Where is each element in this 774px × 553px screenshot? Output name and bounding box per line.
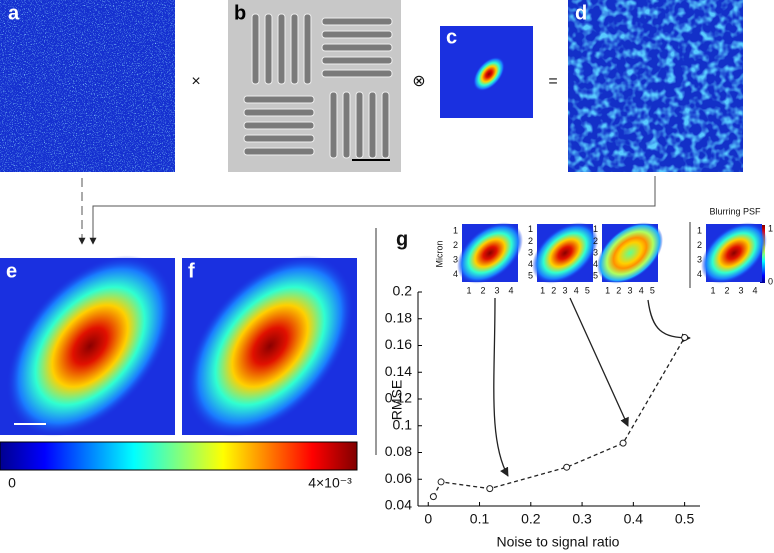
panel-b: b [228, 0, 401, 172]
inset-psf [457, 222, 523, 284]
inset-tick: 4 [453, 269, 458, 279]
data-point [619, 439, 627, 447]
inset-tick: 2 [724, 285, 729, 295]
inset-tick: 4 [697, 269, 702, 279]
inset-tick: 3 [697, 255, 702, 265]
inset-title: Blurring PSF [709, 206, 761, 216]
inset-tick: 1 [453, 226, 458, 236]
data-point [486, 485, 494, 493]
inset-tick: 1 [540, 285, 545, 295]
inset-tick: 1 [528, 224, 533, 234]
colorbar-tick: 0 [8, 475, 16, 491]
arrow [647, 299, 691, 343]
inset-tick: 5 [593, 271, 598, 281]
inset-tick: 2 [453, 240, 458, 250]
inset-tick: 4 [593, 259, 598, 269]
panel-a: a [0, 0, 175, 172]
inset-psf [532, 222, 598, 284]
x-axis-label: Noise to signal ratio [497, 534, 620, 550]
inset-ylabel: Micron [434, 240, 444, 267]
arrow [89, 176, 656, 245]
y-tick-label: 0.08 [385, 443, 412, 459]
y-tick-label: 0.12 [385, 390, 412, 406]
inset-psf [701, 222, 767, 284]
data-point [681, 333, 689, 341]
panel-e: e [0, 255, 175, 437]
y-tick-label: 0.14 [385, 363, 412, 379]
inset-tick: 3 [738, 285, 743, 295]
y-tick-label: 0.06 [385, 470, 412, 486]
inset-tick: 5 [585, 285, 590, 295]
inset-tick: 3 [593, 247, 598, 257]
gratings [243, 13, 393, 159]
inset-tick: 3 [528, 247, 533, 257]
inset-tick: 4 [574, 285, 579, 295]
colorbar-tick: 4×10⁻³ [308, 475, 352, 491]
inset-tick: 1 [466, 285, 471, 295]
inset-tick: 1 [697, 226, 702, 236]
x-tick-label: 0 [424, 511, 432, 527]
inset-tick: 2 [551, 285, 556, 295]
inset-tick: 1 [605, 285, 610, 295]
panel-d: d [568, 0, 743, 172]
inset-colorbar-tick: 0 [768, 276, 773, 286]
data-point [437, 478, 445, 486]
panel-c: c [440, 26, 533, 118]
y-tick-label: 0.1 [393, 416, 413, 432]
panel-label: e [6, 260, 17, 282]
inset-tick: 2 [593, 236, 598, 246]
arrow [493, 297, 509, 477]
arrow [569, 297, 629, 427]
x-tick-label: 0.2 [521, 511, 541, 527]
panel-label: g [396, 228, 408, 250]
image-noise [0, 0, 175, 172]
panel-f: f [182, 255, 357, 437]
y-tick-label: 0.18 [385, 309, 412, 325]
inset-tick: 3 [453, 255, 458, 265]
inset-tick: 4 [508, 285, 513, 295]
inset-tick: 5 [528, 271, 533, 281]
inset-tick: 5 [650, 285, 655, 295]
operator: × [191, 73, 200, 90]
inset-tick: 2 [616, 285, 621, 295]
image-texture [568, 0, 743, 172]
y-tick-label: 0.2 [393, 283, 413, 299]
inset-tick: 3 [562, 285, 567, 295]
x-tick-label: 0.4 [624, 511, 644, 527]
inset-tick: 3 [627, 285, 632, 295]
y-tick-label: 0.16 [385, 336, 412, 352]
psf [6, 255, 174, 437]
psf [473, 56, 505, 92]
panel-label: d [575, 2, 587, 24]
inset-colorbar-tick: 1 [768, 223, 773, 233]
panel-label: f [188, 260, 195, 282]
inset-tick: 4 [752, 285, 757, 295]
data-point [429, 493, 437, 501]
inset-tick: 2 [697, 240, 702, 250]
inset-psf [597, 222, 663, 284]
y-tick-label: 0.04 [385, 497, 412, 513]
inset-tick: 2 [480, 285, 485, 295]
y-axis-label: RMSE [389, 380, 405, 420]
x-tick-label: 0.5 [675, 511, 695, 527]
panel-label: b [234, 2, 246, 24]
psf [186, 255, 354, 437]
operator: ⊗ [412, 73, 425, 90]
x-tick-label: 0.3 [572, 511, 592, 527]
inset-tick: 4 [528, 259, 533, 269]
panel-label: c [446, 26, 457, 48]
operator: = [548, 73, 557, 90]
inset-tick: 1 [710, 285, 715, 295]
data-point [563, 463, 571, 471]
inset-tick: 1 [593, 224, 598, 234]
inset-tick: 4 [639, 285, 644, 295]
inset-tick: 3 [494, 285, 499, 295]
x-tick-label: 0.1 [470, 511, 490, 527]
inset-tick: 2 [528, 236, 533, 246]
panel-label: a [8, 2, 20, 24]
data-line [432, 337, 686, 497]
colorbar [0, 441, 358, 471]
